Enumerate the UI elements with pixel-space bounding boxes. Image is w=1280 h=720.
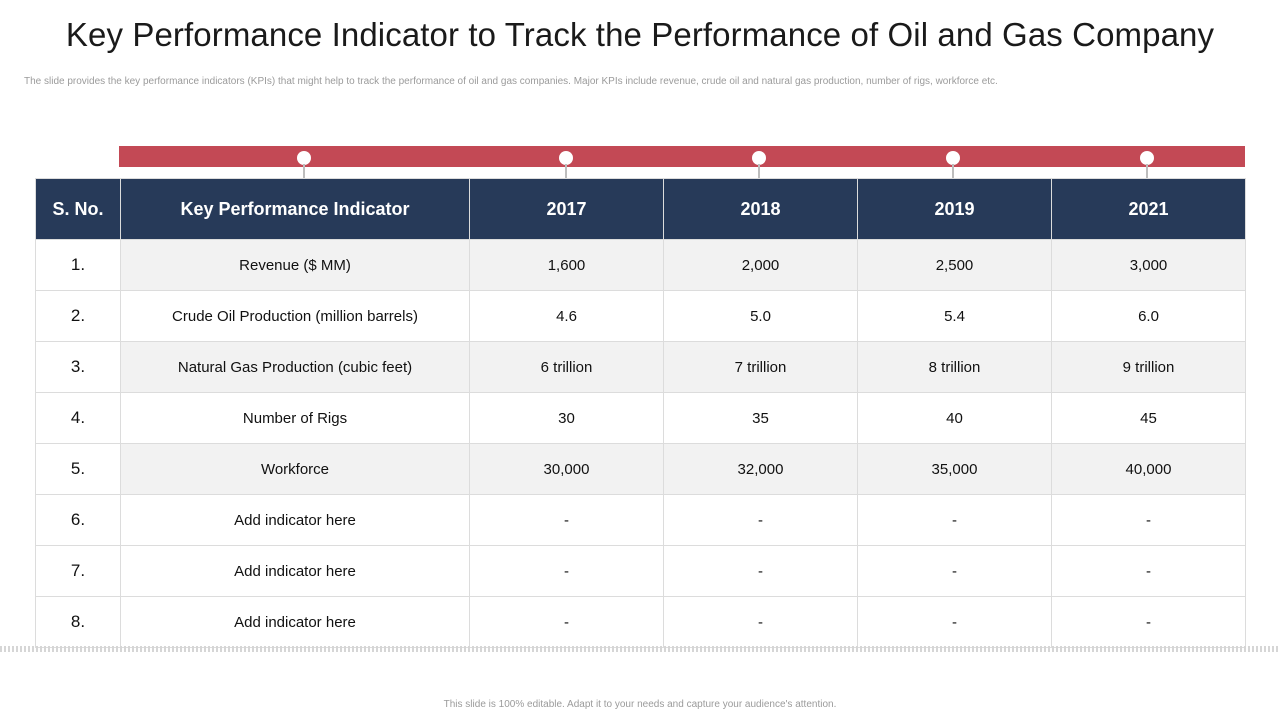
cell-value: 35	[663, 392, 858, 444]
cell-sno: 8.	[35, 596, 121, 648]
cell-value: 5.4	[857, 290, 1052, 342]
cell-value: 6.0	[1051, 290, 1246, 342]
cell-kpi: Workforce	[120, 443, 470, 495]
timeline-pin-2021a	[946, 151, 960, 179]
cell-sno: 1.	[35, 239, 121, 291]
cell-sno: 4.	[35, 392, 121, 444]
cell-value: -	[857, 545, 1052, 597]
header-kpi: Key Performance Indicator	[120, 178, 470, 240]
cell-value: -	[663, 494, 858, 546]
cell-sno: 3.	[35, 341, 121, 393]
slide-footer: This slide is 100% editable. Adapt it to…	[443, 699, 837, 710]
cell-value: 45	[1051, 392, 1246, 444]
pin-stem	[565, 164, 567, 179]
cell-kpi: Revenue ($ MM)	[120, 239, 470, 291]
pin-stem	[303, 164, 305, 179]
cell-value: 35,000	[857, 443, 1052, 495]
cell-value: 40	[857, 392, 1052, 444]
cell-value: -	[469, 596, 664, 648]
cell-value: -	[469, 494, 664, 546]
timeline-pin-2019	[752, 151, 766, 179]
cell-value: 30	[469, 392, 664, 444]
table-row: 2. Crude Oil Production (million barrels…	[35, 290, 1246, 342]
table-row: 8. Add indicator here - - - -	[35, 596, 1246, 648]
cell-value: 32,000	[663, 443, 858, 495]
cell-kpi: Natural Gas Production (cubic feet)	[120, 341, 470, 393]
slide-subtitle: The slide provides the key performance i…	[24, 76, 998, 87]
pin-head	[752, 151, 766, 165]
table-header-row: S. No. Key Performance Indicator 2017 20…	[35, 178, 1246, 240]
cell-value: -	[857, 596, 1052, 648]
cell-kpi: Add indicator here	[120, 596, 470, 648]
pin-head	[559, 151, 573, 165]
cell-value: 6 trillion	[469, 341, 664, 393]
cell-value: 5.0	[663, 290, 858, 342]
table-row: 1. Revenue ($ MM) 1,600 2,000 2,500 3,00…	[35, 239, 1246, 291]
cell-value: 4.6	[469, 290, 664, 342]
timeline-bar	[119, 146, 1245, 167]
cell-value: -	[857, 494, 1052, 546]
cell-kpi: Number of Rigs	[120, 392, 470, 444]
pin-head	[297, 151, 311, 165]
header-2017: 2017	[469, 178, 664, 240]
header-2018: 2018	[663, 178, 858, 240]
timeline-pin-2018	[559, 151, 573, 179]
timeline-pin-2021b	[1140, 151, 1154, 179]
table-row: 5. Workforce 30,000 32,000 35,000 40,000	[35, 443, 1246, 495]
kpi-table: S. No. Key Performance Indicator 2017 20…	[35, 178, 1246, 648]
pin-stem	[758, 164, 760, 179]
pin-stem	[1146, 164, 1148, 179]
cell-value: 8 trillion	[857, 341, 1052, 393]
cell-value: 7 trillion	[663, 341, 858, 393]
cell-value: -	[1051, 494, 1246, 546]
cell-value: -	[1051, 545, 1246, 597]
table-row: 7. Add indicator here - - - -	[35, 545, 1246, 597]
table-row: 4. Number of Rigs 30 35 40 45	[35, 392, 1246, 444]
header-2021: 2021	[1051, 178, 1246, 240]
cell-value: 30,000	[469, 443, 664, 495]
cell-sno: 7.	[35, 545, 121, 597]
dotted-divider	[0, 646, 1280, 652]
header-2019: 2019	[857, 178, 1052, 240]
cell-value: -	[1051, 596, 1246, 648]
cell-value: 1,600	[469, 239, 664, 291]
cell-kpi: Add indicator here	[120, 545, 470, 597]
cell-value: 9 trillion	[1051, 341, 1246, 393]
header-sno: S. No.	[35, 178, 121, 240]
cell-sno: 2.	[35, 290, 121, 342]
cell-kpi: Crude Oil Production (million barrels)	[120, 290, 470, 342]
cell-sno: 6.	[35, 494, 121, 546]
cell-value: -	[469, 545, 664, 597]
pin-stem	[952, 164, 954, 179]
cell-value: 2,500	[857, 239, 1052, 291]
pin-head	[1140, 151, 1154, 165]
cell-value: 2,000	[663, 239, 858, 291]
cell-sno: 5.	[35, 443, 121, 495]
cell-value: 40,000	[1051, 443, 1246, 495]
cell-value: 3,000	[1051, 239, 1246, 291]
timeline-pin-2017	[297, 151, 311, 179]
table-row: 3. Natural Gas Production (cubic feet) 6…	[35, 341, 1246, 393]
cell-value: -	[663, 596, 858, 648]
pin-head	[946, 151, 960, 165]
slide-title: Key Performance Indicator to Track the P…	[65, 16, 1215, 53]
table-row: 6. Add indicator here - - - -	[35, 494, 1246, 546]
cell-value: -	[663, 545, 858, 597]
cell-kpi: Add indicator here	[120, 494, 470, 546]
